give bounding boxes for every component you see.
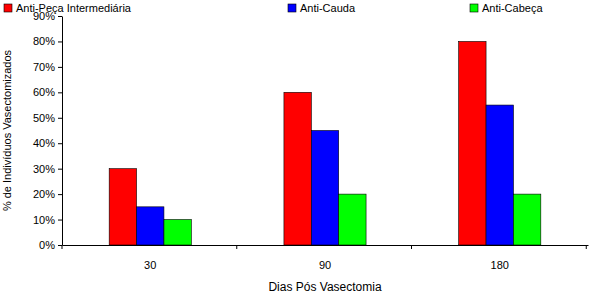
tick: 40% xyxy=(33,137,62,149)
bar xyxy=(339,194,366,245)
tick-label: 60% xyxy=(33,86,55,98)
tick-mark xyxy=(236,245,237,249)
tick-mark xyxy=(586,245,587,249)
bar xyxy=(459,41,486,245)
legend-swatch xyxy=(470,4,478,12)
tick: 50% xyxy=(33,112,62,124)
tick-label: 30 xyxy=(144,259,156,271)
bars xyxy=(109,41,541,245)
tick: 60% xyxy=(33,86,62,98)
legend-label: Anti-Peça Intermediária xyxy=(16,2,132,14)
x-axis-title: Dias Pós Vasectomia xyxy=(268,280,381,294)
y-axis: 0%10%20%30%40%50%60%70%80%90% xyxy=(33,10,63,251)
tick-label: 40% xyxy=(33,137,55,149)
tick-label: 80% xyxy=(33,35,55,47)
tick-label: 90 xyxy=(319,259,331,271)
legend-label: Anti-Cabeça xyxy=(482,2,543,14)
tick-label: 20% xyxy=(33,188,55,200)
tick-mark xyxy=(58,220,62,221)
bar xyxy=(109,169,136,245)
bar xyxy=(311,131,338,246)
bar xyxy=(486,105,513,245)
tick-mark xyxy=(58,92,62,93)
axis-line xyxy=(62,17,63,246)
tick: 70% xyxy=(33,61,62,73)
legend-entry: Anti-Peça Intermediária xyxy=(4,2,132,14)
tick: 90 xyxy=(319,245,331,271)
tick-mark xyxy=(58,41,62,42)
legend-entry: Anti-Cabeça xyxy=(470,2,543,14)
tick-mark xyxy=(58,118,62,119)
bar xyxy=(137,207,164,245)
tick-label: 0% xyxy=(39,239,55,251)
tick: 80% xyxy=(33,35,62,47)
tick-mark xyxy=(58,194,62,195)
tick-mark xyxy=(58,16,62,17)
tick: 30 xyxy=(144,245,156,271)
tick: 10% xyxy=(33,214,62,226)
bar xyxy=(164,220,191,245)
bar xyxy=(284,92,311,245)
tick: 0% xyxy=(39,239,62,251)
bar xyxy=(513,194,540,245)
y-axis-title: % de Indivíduos Vasectomizados xyxy=(1,49,13,211)
x-axis: 30 90 180 xyxy=(63,245,589,271)
tick: 180 xyxy=(491,245,509,271)
chart: 0%10%20%30%40%50%60%70%80%90%3090180Dias… xyxy=(0,0,592,296)
legend-label: Anti-Cauda xyxy=(300,2,356,14)
tick-label: 50% xyxy=(33,112,55,124)
tick-mark xyxy=(62,245,63,249)
plot: 0%10%20%30%40%50%60%70%80%90%3090180 xyxy=(33,10,589,271)
tick-label: 70% xyxy=(33,61,55,73)
tick-mark xyxy=(58,67,62,68)
tick-mark xyxy=(411,245,412,249)
legend-swatch xyxy=(4,4,12,12)
tick-label: 30% xyxy=(33,163,55,175)
tick: 20% xyxy=(33,188,62,200)
tick-mark xyxy=(58,169,62,170)
tick-mark xyxy=(58,245,62,246)
legend: Anti-Peça Intermediária Anti-Cauda Anti-Ca… xyxy=(4,2,543,14)
tick-label: 180 xyxy=(491,259,509,271)
category-separators xyxy=(62,245,586,249)
legend-swatch xyxy=(288,4,296,12)
tick: 30% xyxy=(33,163,62,175)
tick-mark xyxy=(58,143,62,144)
axis-line xyxy=(63,245,589,246)
tick-label: 10% xyxy=(33,214,55,226)
legend-entry: Anti-Cauda xyxy=(288,2,356,14)
